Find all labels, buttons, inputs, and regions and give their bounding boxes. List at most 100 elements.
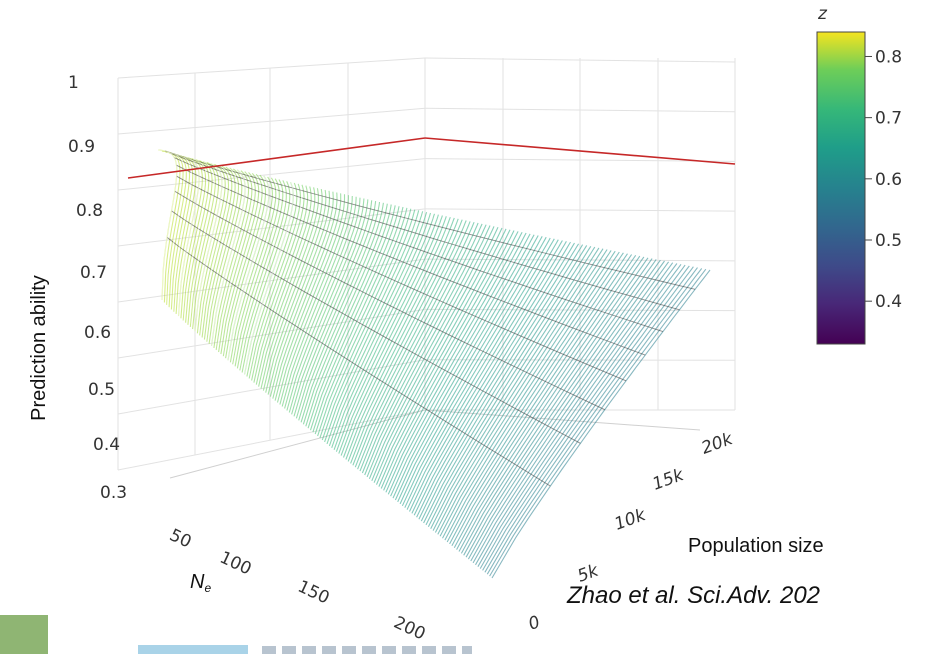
surface-line (350, 220, 467, 464)
z-tick-label: 0.3 (100, 483, 127, 503)
surface-line (482, 266, 694, 571)
surface-line (338, 216, 447, 454)
surface-highlight (194, 163, 223, 332)
surface-line (180, 157, 203, 319)
surface-line (276, 194, 346, 403)
surface-highlight (216, 171, 254, 351)
surface-highlight (222, 173, 262, 356)
surface-line (251, 184, 305, 381)
surface-line (401, 238, 555, 507)
surface-line (201, 165, 233, 338)
surface-line (269, 191, 334, 397)
surface-line (234, 178, 280, 367)
surface-line (442, 252, 624, 539)
z-tick-label: 0.5 (88, 380, 115, 400)
surface-line (352, 221, 471, 466)
z-tick-label: 0.9 (68, 137, 95, 157)
surface-line (326, 211, 428, 445)
surface-line (213, 170, 250, 348)
grid-line-z (117, 57, 426, 79)
z-tick-label: 0.4 (93, 435, 120, 455)
surface-line (225, 174, 267, 359)
surface-line (192, 162, 220, 330)
surface-line (357, 222, 479, 470)
surface-line (390, 234, 535, 497)
surface-line (196, 163, 226, 334)
ne-tick-label: 50 (166, 525, 194, 552)
surface-line (199, 164, 230, 336)
surface-line (392, 235, 539, 499)
surface-line (331, 213, 436, 448)
surface-line (425, 246, 596, 526)
surface-line (328, 212, 432, 447)
surface-line (321, 210, 420, 441)
surface-highlight (178, 156, 200, 317)
surface-line (366, 226, 495, 478)
surface-line (324, 211, 424, 443)
surface-line (295, 201, 377, 419)
surface-line (286, 197, 361, 411)
citation: Zhao et al. Sci.Adv. 202 (567, 582, 821, 609)
surface-line (317, 208, 412, 437)
colorbar-title: z (817, 4, 828, 24)
colorbar-tick-label: 0.5 (875, 231, 902, 251)
surface-highlight (238, 179, 286, 370)
surface-line (208, 168, 243, 344)
surface-highlight (172, 154, 192, 312)
population-tick-label: 15k (650, 465, 688, 495)
surface-line (472, 263, 678, 564)
colorbar-tick-label: 0.8 (875, 47, 902, 67)
surface-highlight (244, 182, 294, 375)
surface-line (333, 214, 439, 450)
surface-line (399, 237, 551, 505)
z-axis-title: Prediction ability (28, 275, 50, 421)
surface-line (279, 195, 349, 405)
surface-line (409, 241, 567, 512)
grid-line-z (117, 409, 426, 471)
surface-line (437, 250, 616, 535)
surface-highlight (189, 160, 215, 327)
surface-line (255, 186, 312, 385)
surface-contour (164, 150, 696, 290)
surface-highlight (227, 175, 270, 361)
reference-line (127, 137, 736, 179)
floor-edge (169, 409, 426, 479)
colorbar-tick-label: 0.4 (875, 292, 902, 312)
surface-line (420, 245, 588, 522)
surface-line (305, 204, 392, 427)
surface-line (262, 189, 323, 391)
surface-line (302, 203, 388, 425)
surface-line (404, 239, 559, 508)
surface-highlight (211, 169, 246, 346)
surface-line (288, 198, 365, 413)
surface-line (248, 183, 301, 379)
surface-line (432, 249, 608, 531)
surface-line (434, 250, 612, 533)
surface-line (314, 207, 408, 435)
surface-line (272, 192, 338, 399)
surface-line (215, 171, 253, 351)
surface-line (265, 189, 327, 393)
surface-line (489, 268, 707, 577)
surface-line (175, 155, 197, 314)
surface-line (375, 229, 511, 485)
surface-line (451, 255, 641, 547)
surface-highlight (183, 158, 208, 322)
reference-line-right (424, 137, 736, 165)
surface-line (345, 218, 459, 460)
z-tick-label: 0.6 (84, 323, 111, 343)
surface-line (371, 227, 503, 482)
surface-line (458, 258, 653, 552)
surface-line (378, 230, 515, 487)
population-tick-label: 0 (526, 612, 543, 634)
surface-line (182, 158, 207, 321)
grid-line-z (117, 107, 426, 135)
y-axis-title: Population size (688, 535, 824, 557)
z-tick-label: 0.7 (80, 263, 107, 283)
reference-line-left (127, 137, 426, 179)
surface-line (439, 251, 620, 537)
z-tick-label: 1 (68, 73, 79, 93)
surface-line (387, 233, 531, 495)
